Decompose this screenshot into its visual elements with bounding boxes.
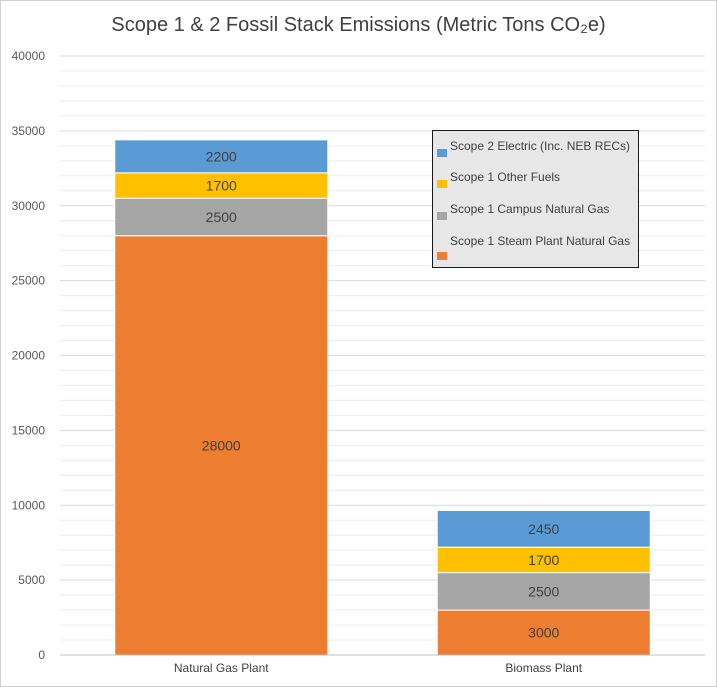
legend-label: Scope 1 Steam Plant Natural Gas: [450, 234, 631, 248]
legend-item: Scope 1 Other Fuels: [433, 166, 638, 196]
y-tick-label: 15000: [12, 423, 46, 437]
data-label: 1700: [528, 552, 559, 568]
x-category-label: Natural Gas Plant: [174, 661, 269, 675]
legend-item: Scope 2 Electric (Inc. NEB RECs): [433, 135, 638, 165]
y-tick-label: 5000: [18, 573, 45, 587]
y-tick-label: 35000: [12, 124, 46, 138]
y-tick-label: 10000: [12, 498, 46, 512]
chart-title: Scope 1 & 2 Fossil Stack Emissions (Metr…: [111, 14, 606, 36]
y-tick-label: 25000: [12, 274, 46, 288]
y-tick-label: 40000: [12, 49, 46, 63]
data-label: 28000: [202, 437, 241, 453]
data-label: 2450: [528, 521, 559, 537]
y-tick-label: 20000: [12, 349, 46, 363]
bar-segment: [114, 172, 329, 199]
data-label: 3000: [528, 625, 559, 641]
legend-label: Scope 1 Campus Natural Gas: [450, 202, 610, 216]
bar-segment: [436, 509, 651, 548]
legend-swatch: [437, 180, 447, 188]
x-category-label: Biomass Plant: [505, 661, 582, 675]
legend-item: Scope 1 Campus Natural Gas: [433, 198, 638, 228]
legend-label: Scope 2 Electric (Inc. NEB RECs): [450, 139, 631, 153]
data-label: 1700: [206, 178, 237, 194]
legend-swatch: [437, 149, 447, 157]
legend-swatch: [437, 252, 447, 260]
bar-segment: [114, 139, 329, 174]
legend-label: Scope 1 Other Fuels: [450, 170, 561, 184]
data-label: 2500: [528, 583, 559, 599]
y-tick-label: 0: [38, 648, 45, 662]
y-tick-label: 30000: [12, 199, 46, 213]
bar-segment: [114, 197, 329, 237]
bar-segment: [114, 235, 329, 656]
legend-swatch: [437, 212, 447, 220]
chart-legend: Scope 2 Electric (Inc. NEB RECs) Scope 1 …: [432, 130, 639, 268]
data-label: 2200: [206, 148, 237, 164]
legend-item: Scope 1 Steam Plant Natural Gas: [433, 230, 638, 260]
data-label: 2500: [206, 209, 237, 225]
